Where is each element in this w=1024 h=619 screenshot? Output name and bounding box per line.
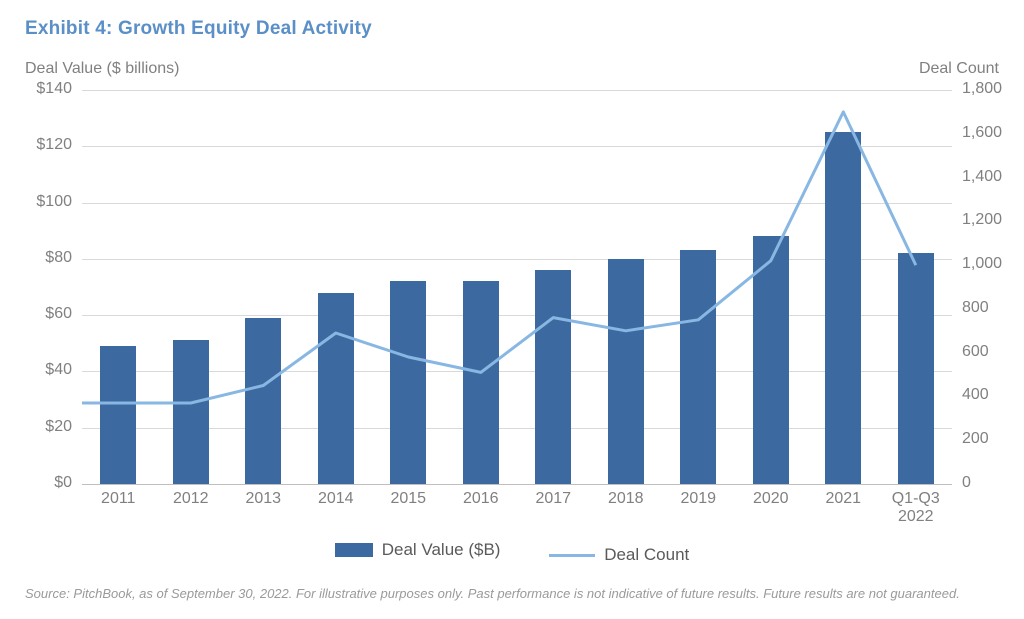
y-right-tick-label: 200 xyxy=(962,430,989,448)
gridline xyxy=(82,484,952,485)
y-right-tick-label: 0 xyxy=(962,474,971,492)
y-axis-right-title: Deal Count xyxy=(919,60,999,78)
legend-item-bars: Deal Value ($B) xyxy=(335,540,501,560)
deal-count-line xyxy=(82,90,952,484)
y-right-tick-label: 1,400 xyxy=(962,168,1002,186)
y-left-tick-label: $140 xyxy=(17,80,72,98)
x-tick-label: 2016 xyxy=(445,490,517,508)
legend-swatch-bar xyxy=(335,543,373,557)
y-left-tick-label: $40 xyxy=(17,361,72,379)
x-tick-label: 2020 xyxy=(735,490,807,508)
legend-label-bars: Deal Value ($B) xyxy=(382,540,501,560)
legend-label-line: Deal Count xyxy=(604,545,689,565)
legend-swatch-line xyxy=(549,554,595,557)
x-tick-label: 2019 xyxy=(662,490,734,508)
y-axis-left-title: Deal Value ($ billions) xyxy=(25,60,179,78)
y-left-tick-label: $20 xyxy=(17,418,72,436)
y-right-tick-label: 400 xyxy=(962,386,989,404)
legend-item-line: Deal Count xyxy=(549,545,689,565)
x-tick-label: 2017 xyxy=(517,490,589,508)
y-left-tick-label: $80 xyxy=(17,249,72,267)
y-left-tick-label: $60 xyxy=(17,305,72,323)
x-tick-label: 2013 xyxy=(227,490,299,508)
y-right-tick-label: 1,600 xyxy=(962,124,1002,142)
x-tick-label: 2015 xyxy=(372,490,444,508)
y-right-tick-label: 1,000 xyxy=(962,255,1002,273)
x-tick-label: Q1-Q3 2022 xyxy=(880,490,952,526)
legend: Deal Value ($B) Deal Count xyxy=(0,540,1024,566)
y-left-tick-label: $100 xyxy=(17,193,72,211)
x-tick-label: 2011 xyxy=(82,490,154,508)
source-note: Source: PitchBook, as of September 30, 2… xyxy=(25,586,960,601)
y-right-tick-label: 800 xyxy=(962,299,989,317)
x-tick-label: 2012 xyxy=(155,490,227,508)
x-tick-label: 2021 xyxy=(807,490,879,508)
y-right-tick-label: 1,200 xyxy=(962,211,1002,229)
x-tick-label: 2014 xyxy=(300,490,372,508)
chart-title: Exhibit 4: Growth Equity Deal Activity xyxy=(25,18,372,40)
x-tick-label: 2018 xyxy=(590,490,662,508)
exhibit-4: { "title": { "text": "Exhibit 4: Growth … xyxy=(0,0,1024,619)
plot-area: $0$20$40$60$80$100$120$14002004006008001… xyxy=(82,90,952,484)
y-left-tick-label: $120 xyxy=(17,136,72,154)
y-left-tick-label: $0 xyxy=(17,474,72,492)
y-right-tick-label: 1,800 xyxy=(962,80,1002,98)
y-right-tick-label: 600 xyxy=(962,343,989,361)
